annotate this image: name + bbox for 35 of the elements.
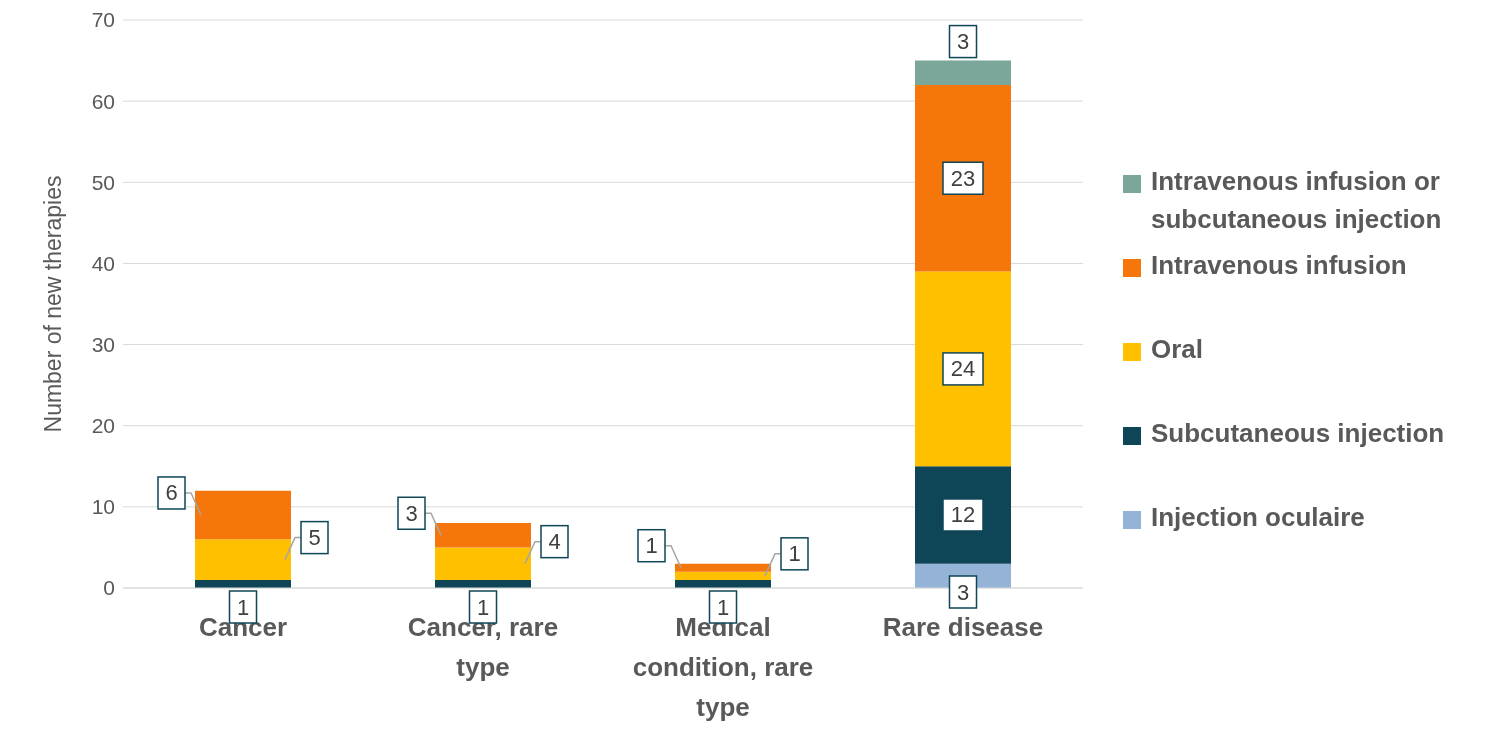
- data-label: 24: [950, 356, 976, 382]
- data-label: 23: [950, 165, 976, 191]
- data-label: 3: [405, 500, 418, 526]
- y-tick-label: 40: [91, 251, 115, 275]
- data-label: 4: [548, 529, 561, 555]
- legend-label: Subcutaneous injection: [1151, 417, 1445, 450]
- y-tick-label: 70: [91, 8, 115, 32]
- bar: [915, 60, 1011, 85]
- data-label: 6: [165, 480, 178, 506]
- bar: [675, 571, 771, 580]
- y-tick-label: 60: [91, 89, 115, 113]
- data-label: 3: [956, 29, 970, 55]
- y-tick-label: 10: [91, 495, 115, 519]
- bar: [195, 490, 291, 540]
- legend-label: Injection oculaire: [1151, 501, 1365, 534]
- data-label: 12: [950, 502, 976, 528]
- data-label: 3: [956, 579, 970, 605]
- bar: [675, 563, 771, 572]
- bar: [915, 84, 1011, 272]
- y-tick-label: 30: [91, 333, 115, 357]
- bar: [195, 539, 291, 580]
- y-axis-title: Number of new therapies: [40, 175, 67, 433]
- data-label: 1: [645, 533, 658, 559]
- data-label: 5: [308, 525, 321, 551]
- bar: [915, 271, 1011, 467]
- data-label: 1: [788, 541, 801, 567]
- legend-label: Oral: [1151, 333, 1204, 366]
- bar: [435, 547, 531, 580]
- y-tick-label: 50: [91, 170, 115, 194]
- y-tick-label: 20: [91, 414, 115, 438]
- y-tick-label: 0: [103, 576, 115, 600]
- bar: [435, 523, 531, 548]
- x-tick-label: Rare disease: [882, 612, 1044, 642]
- legend-label: Intravenous infusion or subcutaneous injection: [1151, 165, 1443, 236]
- legend-label: Intravenous infusion: [1151, 249, 1407, 282]
